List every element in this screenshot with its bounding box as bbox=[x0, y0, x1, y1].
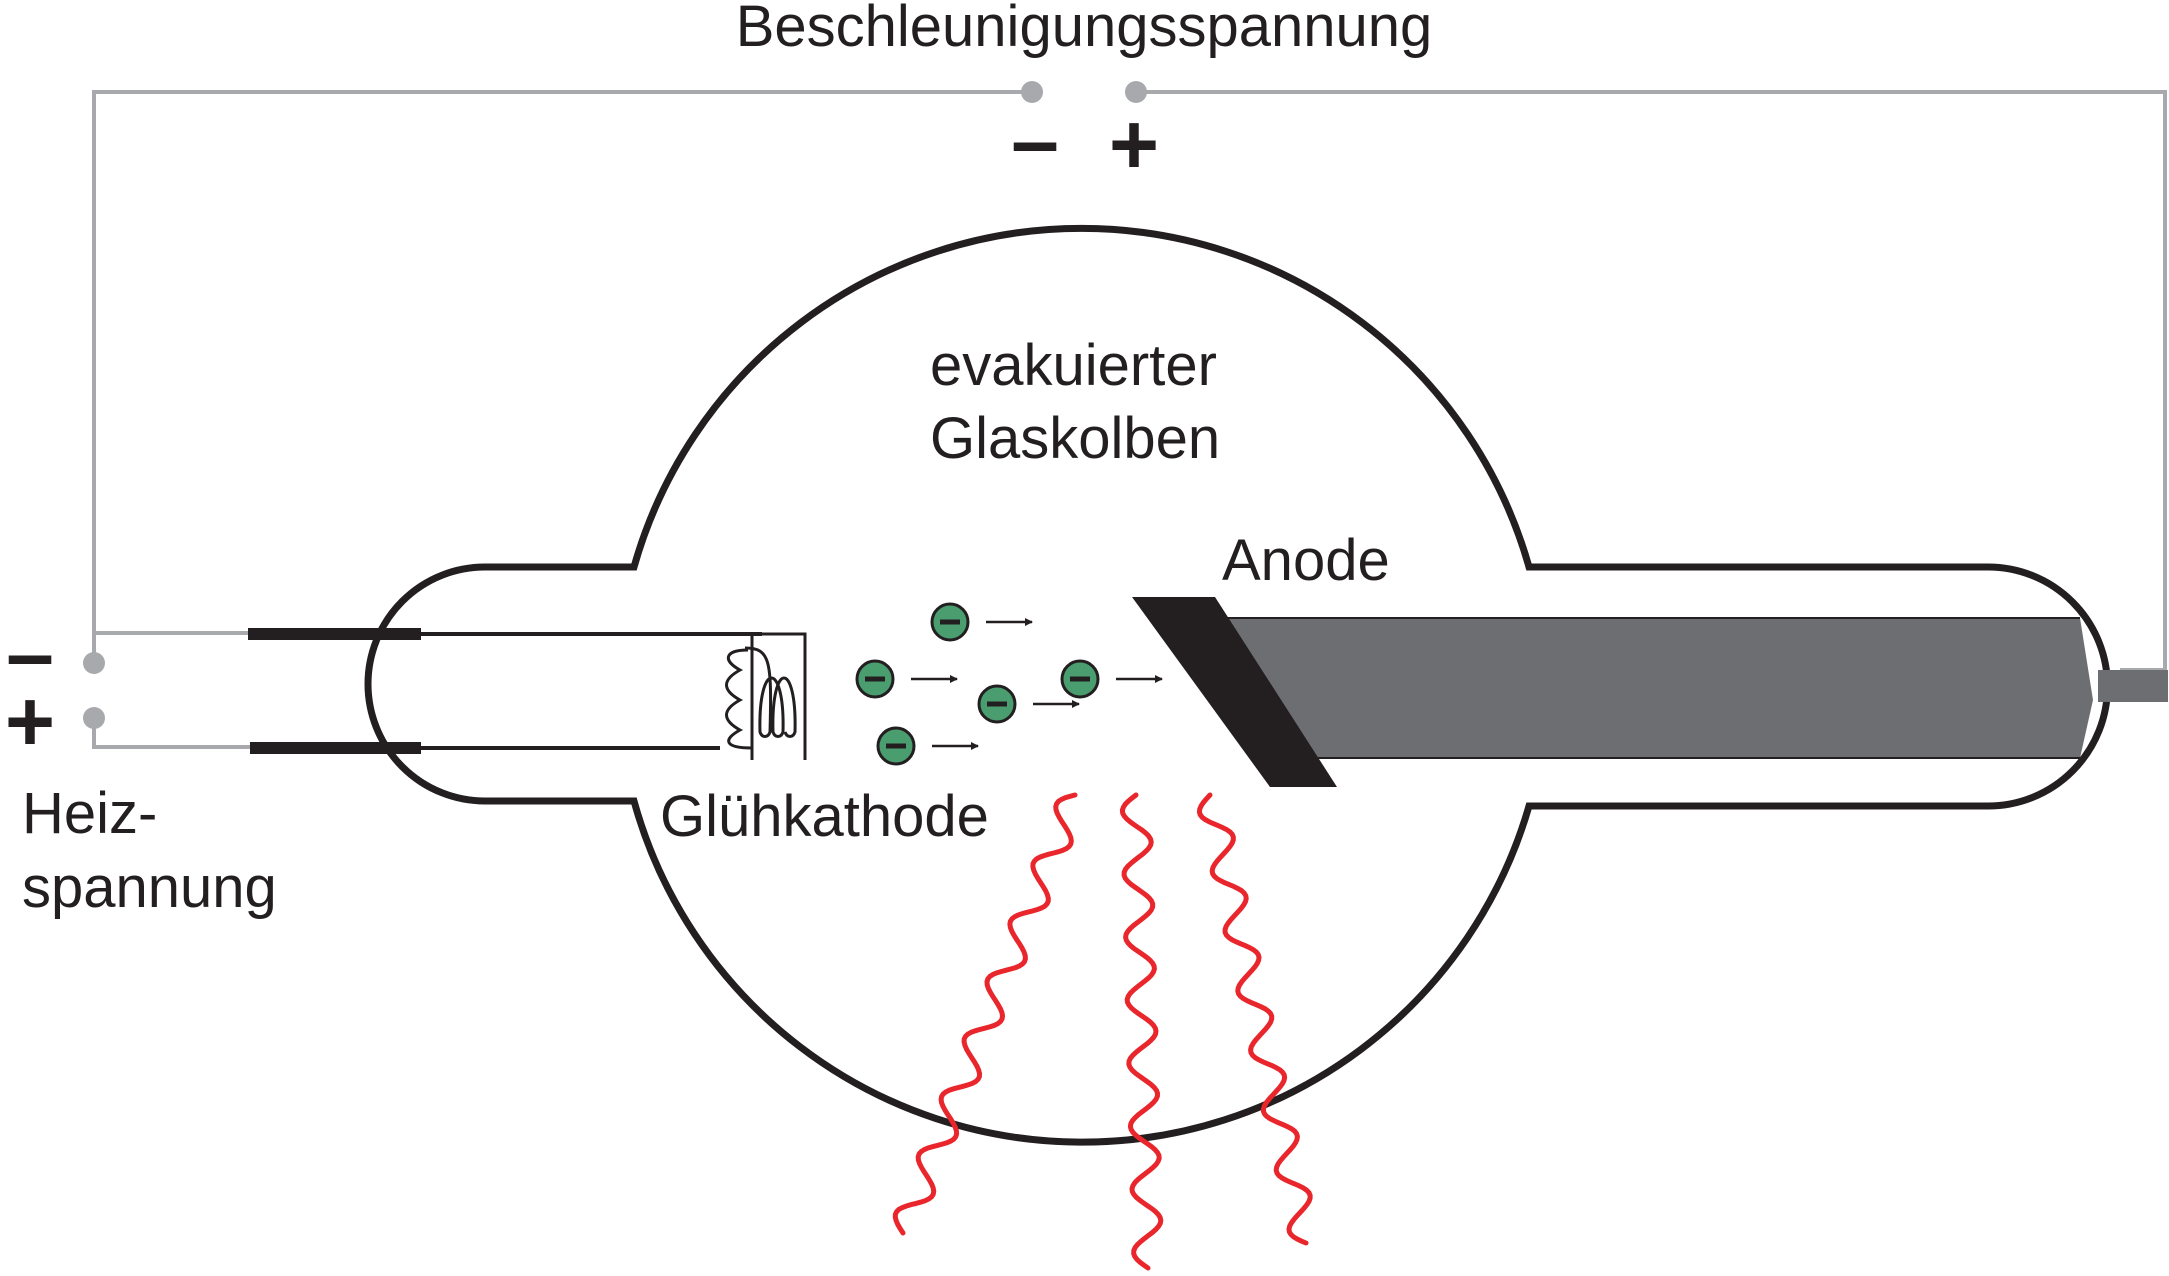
heat-terminal-plus bbox=[83, 707, 105, 729]
electron bbox=[855, 659, 958, 699]
anode-body bbox=[1219, 618, 2093, 758]
accel-plus-sign: + bbox=[1109, 97, 1159, 193]
cathode-leads bbox=[248, 628, 762, 754]
anode-stub bbox=[2098, 670, 2168, 702]
electron-sign bbox=[865, 676, 885, 682]
accel-wire-left bbox=[92, 90, 1032, 663]
anode bbox=[1132, 597, 2168, 787]
heat-voltage-label-1: Heiz- bbox=[22, 781, 157, 846]
accel-terminal-plus bbox=[1125, 81, 1147, 103]
cathode-label: Glühkathode bbox=[660, 784, 989, 849]
electron-sign bbox=[987, 701, 1007, 707]
heat-minus-sign: – bbox=[6, 606, 54, 702]
electron bbox=[876, 726, 979, 766]
lead-bottom-thick bbox=[250, 742, 421, 754]
electron bbox=[930, 602, 1033, 642]
accel-voltage-label: Beschleunigungsspannung bbox=[736, 0, 1433, 59]
lead-top-thick bbox=[248, 628, 421, 640]
electron bbox=[1060, 659, 1163, 699]
electron-sign bbox=[1070, 676, 1090, 682]
heat-voltage-label-2: spannung bbox=[22, 855, 277, 920]
glass-bulb bbox=[364, 224, 2111, 1146]
xray-waves bbox=[892, 792, 1313, 1271]
anode-target bbox=[1132, 597, 1337, 787]
heat-plus-sign: + bbox=[5, 674, 55, 770]
terminals bbox=[83, 81, 1147, 729]
anode-label: Anode bbox=[1222, 528, 1390, 593]
electron bbox=[977, 684, 1080, 724]
accel-minus-sign: – bbox=[1011, 93, 1059, 189]
electron-sign bbox=[940, 619, 960, 625]
bulb-label-2: Glaskolben bbox=[930, 406, 1220, 471]
filament-coil bbox=[725, 632, 807, 760]
heat-wire-bottom bbox=[92, 718, 250, 749]
bulb-label-1: evakuierter bbox=[930, 333, 1217, 398]
accel-terminal-minus bbox=[1021, 81, 1043, 103]
xray-wave bbox=[1196, 792, 1313, 1246]
labels: Beschleunigungsspannung – + – + Heiz- sp… bbox=[5, 0, 1432, 920]
electrons bbox=[855, 602, 1163, 766]
heat-terminal-minus bbox=[83, 652, 105, 674]
electron-sign bbox=[886, 743, 906, 749]
xray-wave bbox=[892, 792, 1078, 1236]
xray-wave bbox=[1119, 792, 1164, 1271]
